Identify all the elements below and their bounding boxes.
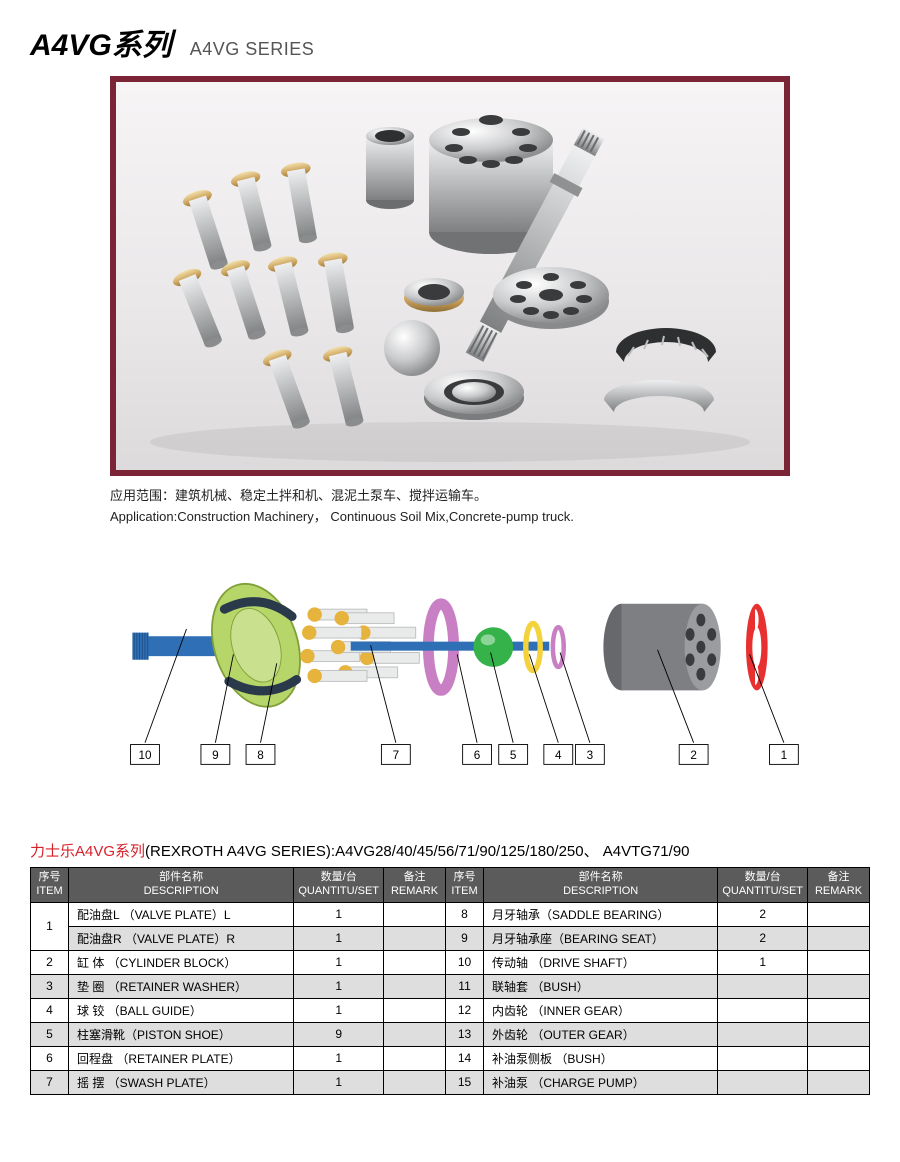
table-row: 2缸 体 （CYLINDER BLOCK）110传动轴 （DRIVE SHAFT… (31, 950, 870, 974)
table-header: 备注REMARK (808, 868, 870, 903)
table-row: 5柱塞滑靴（PISTON SHOE）913外齿轮 （OUTER GEAR） (31, 1022, 870, 1046)
series-title-red: 力士乐A4VG系列 (30, 843, 145, 860)
table-header: 部件名称DESCRIPTION (484, 868, 718, 903)
application-en: Application:Construction Machinery， Cont… (110, 507, 790, 528)
table-row: 4球 铰 （BALL GUIDE）112内齿轮 （INNER GEAR） (31, 998, 870, 1022)
table-header: 序号ITEM (31, 868, 69, 903)
svg-text:1: 1 (781, 749, 788, 762)
svg-text:5: 5 (510, 749, 517, 762)
table-header: 备注REMARK (384, 868, 446, 903)
table-row: 配油盘R （VALVE PLATE）R19月牙轴承座（BEARING SEAT）… (31, 926, 870, 950)
table-header: 数量/台QUANTITU/SET (294, 868, 384, 903)
svg-text:10: 10 (138, 749, 152, 762)
table-header: 序号ITEM (446, 868, 484, 903)
svg-text:3: 3 (587, 749, 594, 762)
svg-text:4: 4 (555, 749, 562, 762)
svg-text:6: 6 (474, 749, 481, 762)
svg-text:7: 7 (393, 749, 400, 762)
parts-table: 序号ITEM部件名称DESCRIPTION数量/台QUANTITU/SET备注R… (30, 867, 870, 1095)
application-text: 应用范围：建筑机械、稳定土拌和机、混泥土泵车、搅拌运输车。 Applicatio… (110, 486, 790, 528)
table-row: 6回程盘 （RETAINER PLATE）114补油泵侧板 （BUSH） (31, 1046, 870, 1070)
table-row: 1配油盘L （VALVE PLATE）L18月牙轴承（SADDLE BEARIN… (31, 902, 870, 926)
svg-text:8: 8 (257, 749, 264, 762)
product-photo (110, 76, 790, 476)
svg-text:2: 2 (690, 749, 697, 762)
table-row: 3垫 圈 （RETAINER WASHER）111联轴套 （BUSH） (31, 974, 870, 998)
exploded-diagram: 10 9 8 7 6 5 4 3 2 1 (80, 546, 820, 781)
series-title-black: (REXROTH A4VG SERIES):A4VG28/40/45/56/71… (145, 843, 689, 860)
title-sub: A4VG SERIES (190, 39, 315, 60)
title-main: A4VG系列 (30, 20, 172, 64)
series-title: 力士乐A4VG系列(REXROTH A4VG SERIES):A4VG28/40… (30, 840, 870, 861)
application-zh: 应用范围：建筑机械、稳定土拌和机、混泥土泵车、搅拌运输车。 (110, 486, 790, 507)
table-row: 7摇 摆 （SWASH PLATE）115补油泵 （CHARGE PUMP） (31, 1070, 870, 1094)
table-header: 数量/台QUANTITU/SET (718, 868, 808, 903)
title-row: A4VG系列 A4VG SERIES (30, 20, 870, 64)
table-header: 部件名称DESCRIPTION (69, 868, 294, 903)
parts-illustration (116, 82, 784, 470)
svg-text:9: 9 (212, 749, 219, 762)
